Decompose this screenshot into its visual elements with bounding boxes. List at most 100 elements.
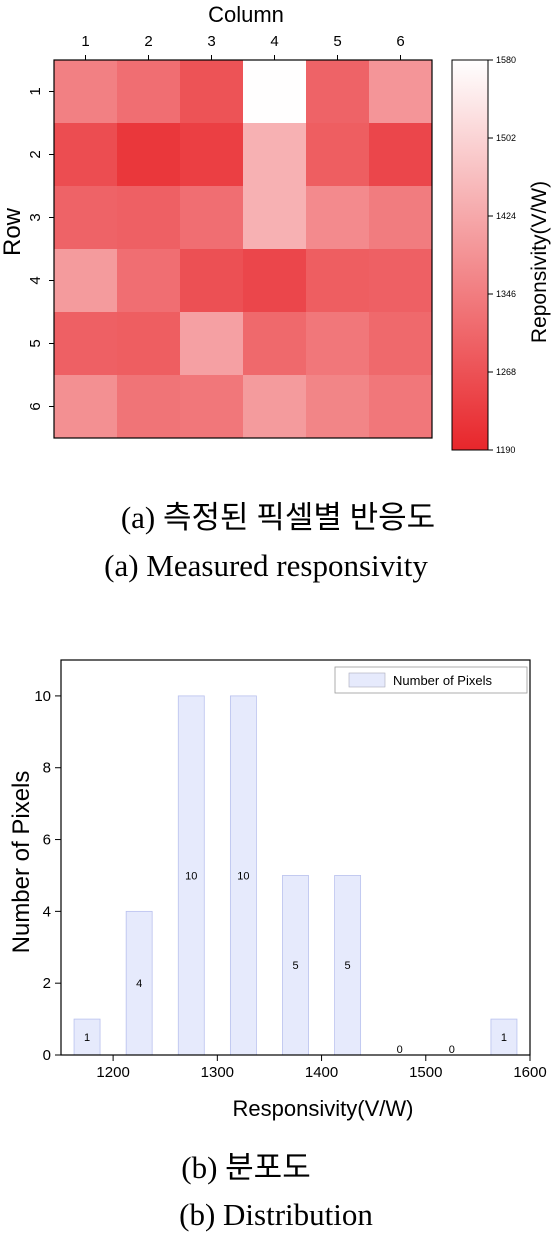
colorbar-tick-label: 1580: [496, 55, 516, 65]
heatmap-cell: [54, 249, 118, 313]
column-tick-label: 2: [144, 33, 152, 50]
heatmap-frame: [53, 59, 433, 439]
heatmap-cell: [369, 375, 433, 439]
histogram-frame: [60, 659, 531, 1056]
histogram-x-axis-label: Responsivity(V/W): [233, 1096, 414, 1121]
heatmap-cell: [243, 375, 307, 439]
heatmap-cell: [180, 249, 244, 313]
heatmap-cell: [369, 60, 433, 124]
legend-label: Number of Pixels: [393, 673, 492, 688]
x-tick-label: 1400: [305, 1064, 338, 1081]
heatmap-cell: [306, 186, 370, 250]
bar-value-label: 5: [345, 960, 351, 972]
heatmap-cell: [54, 60, 118, 124]
caption-a-korean: (a) 측정된 픽셀별 반응도: [121, 500, 435, 535]
bar-value-label: 0: [397, 1044, 403, 1056]
colorbar-label: Reponsivity(V/W): [528, 181, 551, 343]
heatmap-cell: [117, 186, 181, 250]
heatmap-cell: [180, 312, 244, 376]
heatmap-column-ticks: 1 2 3 4 5 6: [81, 33, 405, 60]
histogram-x-ticks: 1200 1300 1400 1500 1600: [96, 1055, 547, 1081]
heatmap-cell: [306, 123, 370, 187]
y-tick-label: 0: [43, 1047, 51, 1064]
bar-value-label: 1: [501, 1032, 507, 1044]
heatmap-cell: [243, 123, 307, 187]
colorbar-tick-label: 1502: [496, 133, 516, 143]
histogram-bar: [73, 1018, 101, 1056]
heatmap-cell: [369, 249, 433, 313]
colorbar-tick-label: 1268: [496, 367, 516, 377]
heatmap-cell: [243, 312, 307, 376]
heatmap-cell: [180, 123, 244, 187]
colorbar-ticks: 1580 1502 1424 1346 1268 1190: [488, 55, 516, 455]
caption-b-english: (b) Distribution: [179, 1197, 373, 1232]
column-tick-label: 5: [333, 33, 341, 50]
y-tick-label: 4: [43, 903, 51, 920]
y-tick-label: 10: [34, 688, 51, 705]
heatmap-cell: [54, 186, 118, 250]
row-tick-label: 4: [27, 276, 44, 284]
bar-value-label: 10: [185, 870, 197, 882]
caption-b-korean: (b) 분포도: [181, 1150, 310, 1185]
histogram-bar: [490, 1018, 518, 1056]
heatmap-cell: [117, 60, 181, 124]
histogram-bars: 1 4 10 10 5 5 0 0 1: [73, 695, 518, 1056]
histogram-legend: Number of Pixels: [334, 666, 528, 694]
y-tick-label: 8: [43, 760, 51, 777]
histogram-bar: [177, 695, 205, 1056]
x-tick-label: 1500: [409, 1064, 442, 1081]
heatmap-cell: [54, 375, 118, 439]
y-tick-label: 2: [43, 975, 51, 992]
x-tick-label: 1300: [201, 1064, 234, 1081]
heatmap-x-axis-label: Column: [208, 2, 284, 27]
histogram-bar: [125, 910, 153, 1056]
colorbar-tick-label: 1424: [496, 211, 516, 221]
heatmap-cell: [369, 123, 433, 187]
x-tick-label: 1200: [96, 1064, 129, 1081]
row-tick-label: 1: [27, 87, 44, 95]
heatmap-cell: [306, 312, 370, 376]
column-tick-label: 3: [207, 33, 215, 50]
colorbar-tick-label: 1346: [496, 289, 516, 299]
row-tick-label: 2: [27, 150, 44, 158]
heatmap-cell: [243, 249, 307, 313]
heatmap-cell: [117, 312, 181, 376]
row-tick-label: 3: [27, 213, 44, 221]
bar-value-label: 0: [449, 1044, 455, 1056]
x-tick-label: 1600: [513, 1064, 546, 1081]
row-tick-label: 5: [27, 339, 44, 347]
colorbar: [451, 59, 489, 451]
bar-value-label: 4: [136, 978, 142, 990]
bar-value-label: 10: [237, 870, 249, 882]
heatmap-cell: [180, 186, 244, 250]
heatmap-cell: [243, 186, 307, 250]
heatmap-cells: [54, 60, 433, 439]
bar-value-label: 1: [84, 1032, 90, 1044]
heatmap-cell: [306, 249, 370, 313]
heatmap-cell: [54, 312, 118, 376]
row-tick-label: 6: [27, 402, 44, 410]
heatmap-cell: [369, 312, 433, 376]
heatmap-chart: Column Row 1 2 3 4 5 6 1 2 3 4 5 6 1580 1502 1424 134…: [0, 2, 551, 583]
column-tick-label: 6: [396, 33, 404, 50]
legend-swatch: [348, 672, 386, 688]
heatmap-cell: [243, 60, 307, 124]
heatmap-cell: [180, 375, 244, 439]
column-tick-label: 1: [81, 33, 89, 50]
y-tick-label: 6: [43, 832, 51, 849]
column-tick-label: 4: [270, 33, 278, 50]
heatmap-cell: [306, 60, 370, 124]
heatmap-cell: [369, 186, 433, 250]
heatmap-cell: [306, 375, 370, 439]
colorbar-tick-label: 1190: [496, 445, 515, 455]
heatmap-cell: [117, 123, 181, 187]
heatmap-cell: [117, 249, 181, 313]
histogram-y-ticks: 0 2 4 6 8 10: [34, 688, 61, 1064]
heatmap-cell: [180, 60, 244, 124]
histogram-y-axis-label: Number of Pixels: [8, 771, 35, 954]
heatmap-y-axis-label: Row: [0, 207, 26, 256]
bar-value-label: 5: [292, 960, 298, 972]
caption-a-english: (a) Measured responsivity: [104, 548, 428, 583]
